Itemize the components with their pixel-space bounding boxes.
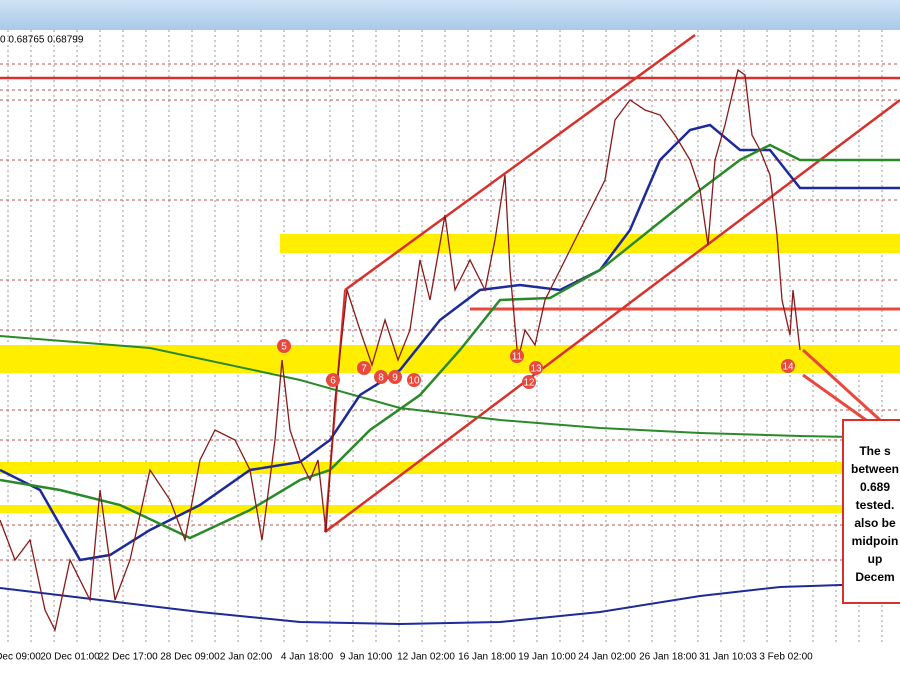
x-tick-label: 31 Jan 10:03 [699,652,757,663]
moving-average [0,335,900,439]
marker-dot [326,373,340,387]
marker-dot [522,375,536,389]
marker-dot [781,359,795,373]
marker: 7 [357,361,371,375]
marker: 10 [407,373,421,387]
zone [0,462,900,474]
callout-line: 0.689 [860,480,890,494]
callout-line: up [868,552,883,566]
marker-dot [357,361,371,375]
marker-dot [510,349,524,363]
price-line [0,68,801,632]
marker-dot [374,370,388,384]
callout-line: between [851,462,899,476]
marker: 9 [388,370,402,384]
markers: 5 6 78 9 10 11 12 13 14 [277,339,795,389]
marker-dot [407,373,421,387]
zone [0,505,900,513]
window-bar [0,0,900,30]
callout-text: The s between 0.689 tested. also be midpoin up… [851,444,899,584]
marker-dot [388,370,402,384]
header-quote: 0 0.68765 0.68799 [0,35,84,46]
marker-label: 12 [523,378,535,389]
marker: 12 [522,375,536,389]
marker: 6 [326,373,340,387]
marker: 13 [529,361,543,375]
channel-line [324,99,900,533]
marker-label: 14 [782,362,794,373]
x-tick-label: 4 Jan 18:00 [281,652,334,663]
marker-label: 11 [512,352,523,363]
x-tick-label: 24 Jan 02:00 [578,652,636,663]
moving-average [0,582,900,626]
callout-line: also be [854,516,896,530]
marker-label: 6 [330,376,336,387]
zone [0,345,900,373]
x-tick-label: 2 Jan 02:00 [220,652,273,663]
marker-label: 13 [530,364,542,375]
x-tick-label: 9 Jan 10:00 [340,652,393,663]
callout-line: tested. [856,498,895,512]
marker-label: 7 [361,364,367,375]
moving-average [0,123,900,562]
channel-line [344,33,696,292]
callout-line: Decem [855,570,894,584]
callout-box [842,419,900,604]
x-tick-label: 28 Dec 09:00 [160,652,220,663]
x-tick-label: 26 Jan 18:00 [639,652,697,663]
marker: 8 [374,370,388,384]
marker-label: 5 [281,342,287,353]
moving-average [0,143,900,540]
arrow [801,348,882,422]
callout-line: The s [859,444,891,458]
marker-dot [529,361,543,375]
x-tick-label: 19 Jan 10:00 [518,652,576,663]
x-tick-label: 22 Dec 17:00 [98,652,158,663]
x-tick-label: 3 Feb 02:00 [759,652,813,663]
marker: 5 [277,339,291,353]
marker: 14 [781,359,795,373]
zone [280,234,900,253]
x-tick-label: 12 Jan 02:00 [397,652,455,663]
x-tick-label: 16 Jan 18:00 [458,652,516,663]
marker: 11 [510,349,524,363]
marker-label: 8 [378,373,384,384]
callout-line: midpoin [852,534,899,548]
marker-dot [277,339,291,353]
x-tick-label: Dec 09:00 [0,652,41,663]
x-tick-label: 20 Dec 01:00 [40,652,100,663]
grid [0,30,900,645]
marker-label: 10 [408,376,420,387]
marker-label: 9 [392,373,398,384]
